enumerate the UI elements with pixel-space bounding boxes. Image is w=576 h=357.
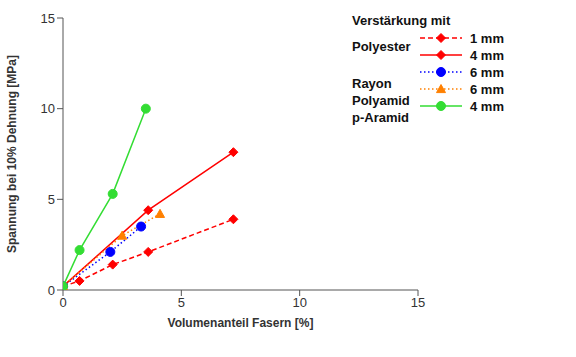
svg-text:Spannung bei 10% Dehnung [MPa]: Spannung bei 10% Dehnung [MPa] (8, 55, 19, 253)
svg-text:10: 10 (41, 101, 55, 116)
svg-text:6 mm: 6 mm (470, 65, 504, 80)
svg-text:10: 10 (292, 295, 306, 310)
html-text:Polyester: Polyester (352, 38, 411, 54)
svg-text:0: 0 (48, 283, 55, 298)
svg-text:5: 5 (178, 295, 185, 310)
svg-text:15: 15 (411, 295, 425, 310)
svg-text:4 mm: 4 mm (470, 48, 504, 63)
html-text:p-Aramid: p-Aramid (352, 110, 410, 125)
html-text:Verstärkung mit: Verstärkung mit (352, 13, 451, 28)
html-text:Polyamid: Polyamid (352, 93, 410, 108)
svg-text:1 mm: 1 mm (470, 31, 504, 46)
svg-text:5: 5 (48, 192, 55, 207)
html-text:Rayon: Rayon (352, 76, 392, 91)
svg-text:15: 15 (41, 11, 55, 26)
svg-text:Volumenanteil Fasern [%]: Volumenanteil Fasern [%] (168, 316, 314, 330)
svg-text:4 mm: 4 mm (470, 99, 504, 114)
svg-text:0: 0 (59, 295, 66, 310)
svg-text:6 mm: 6 mm (470, 82, 504, 97)
